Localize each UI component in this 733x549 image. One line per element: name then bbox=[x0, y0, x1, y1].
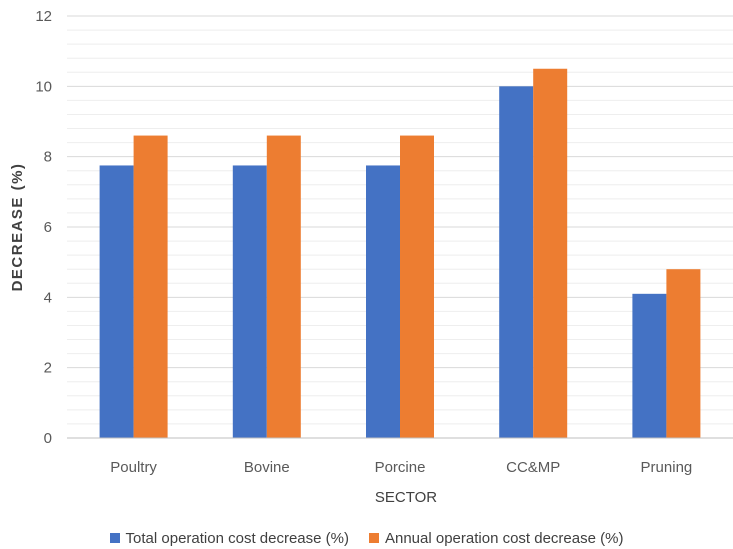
y-tick-label: 0 bbox=[44, 430, 52, 447]
legend-swatch-annual bbox=[368, 533, 379, 543]
y-axis-title: DECREASE (%) bbox=[9, 163, 26, 292]
y-tick-label: 4 bbox=[44, 289, 52, 306]
legend-label-annual: Annual operation cost decrease (%) bbox=[384, 529, 624, 547]
y-tick-label: 8 bbox=[44, 149, 52, 166]
x-tick-labels: Poultry Bovine Porcine CC&MP Pruning bbox=[110, 459, 692, 476]
y-tick-label: 12 bbox=[35, 8, 52, 25]
x-tick-label: CC&MP bbox=[506, 459, 560, 476]
x-axis-title: SECTOR bbox=[375, 489, 437, 506]
bar-total-poultry bbox=[99, 165, 134, 439]
bars-group bbox=[99, 68, 701, 439]
legend-label-total: Total operation cost decrease (%) bbox=[125, 529, 349, 547]
y-tick-labels: 0 2 4 6 8 10 12 bbox=[35, 8, 52, 447]
bar-total-pruning bbox=[632, 293, 667, 438]
legend-item-annual: Annual operation cost decrease (%) bbox=[368, 529, 624, 547]
bar-annual-bovine bbox=[266, 135, 301, 439]
x-tick-label: Porcine bbox=[375, 459, 426, 476]
y-tick-label: 6 bbox=[44, 219, 52, 236]
bar-annual-pruning bbox=[666, 269, 701, 438]
x-tick-label: Poultry bbox=[110, 459, 157, 476]
legend: Total operation cost decrease (%) Annual… bbox=[0, 528, 733, 548]
bar-annual-poultry bbox=[133, 135, 168, 439]
legend-item-total: Total operation cost decrease (%) bbox=[109, 529, 349, 547]
bar-total-ccmp bbox=[499, 86, 534, 438]
bar-annual-porcine bbox=[400, 135, 434, 439]
legend-swatch-total bbox=[109, 533, 120, 543]
y-tick-label: 10 bbox=[35, 78, 52, 95]
y-tick-label: 2 bbox=[44, 360, 52, 377]
bar-annual-ccmp bbox=[533, 68, 568, 438]
x-tick-label: Pruning bbox=[641, 459, 693, 476]
bar-total-porcine bbox=[366, 165, 400, 439]
x-tick-label: Bovine bbox=[244, 459, 290, 476]
bar-total-bovine bbox=[232, 165, 267, 439]
